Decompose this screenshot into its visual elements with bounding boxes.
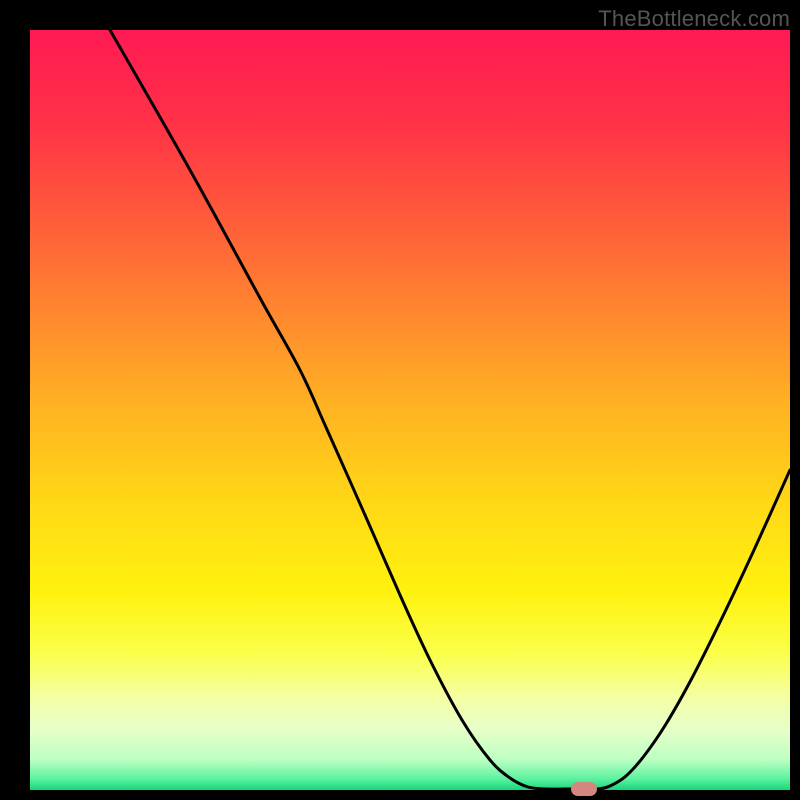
bottleneck-chart: TheBottleneck.com <box>0 0 800 800</box>
watermark-text: TheBottleneck.com <box>598 6 790 32</box>
chart-canvas <box>0 0 800 800</box>
sweet-spot-marker <box>571 782 597 796</box>
plot-background <box>30 30 790 790</box>
